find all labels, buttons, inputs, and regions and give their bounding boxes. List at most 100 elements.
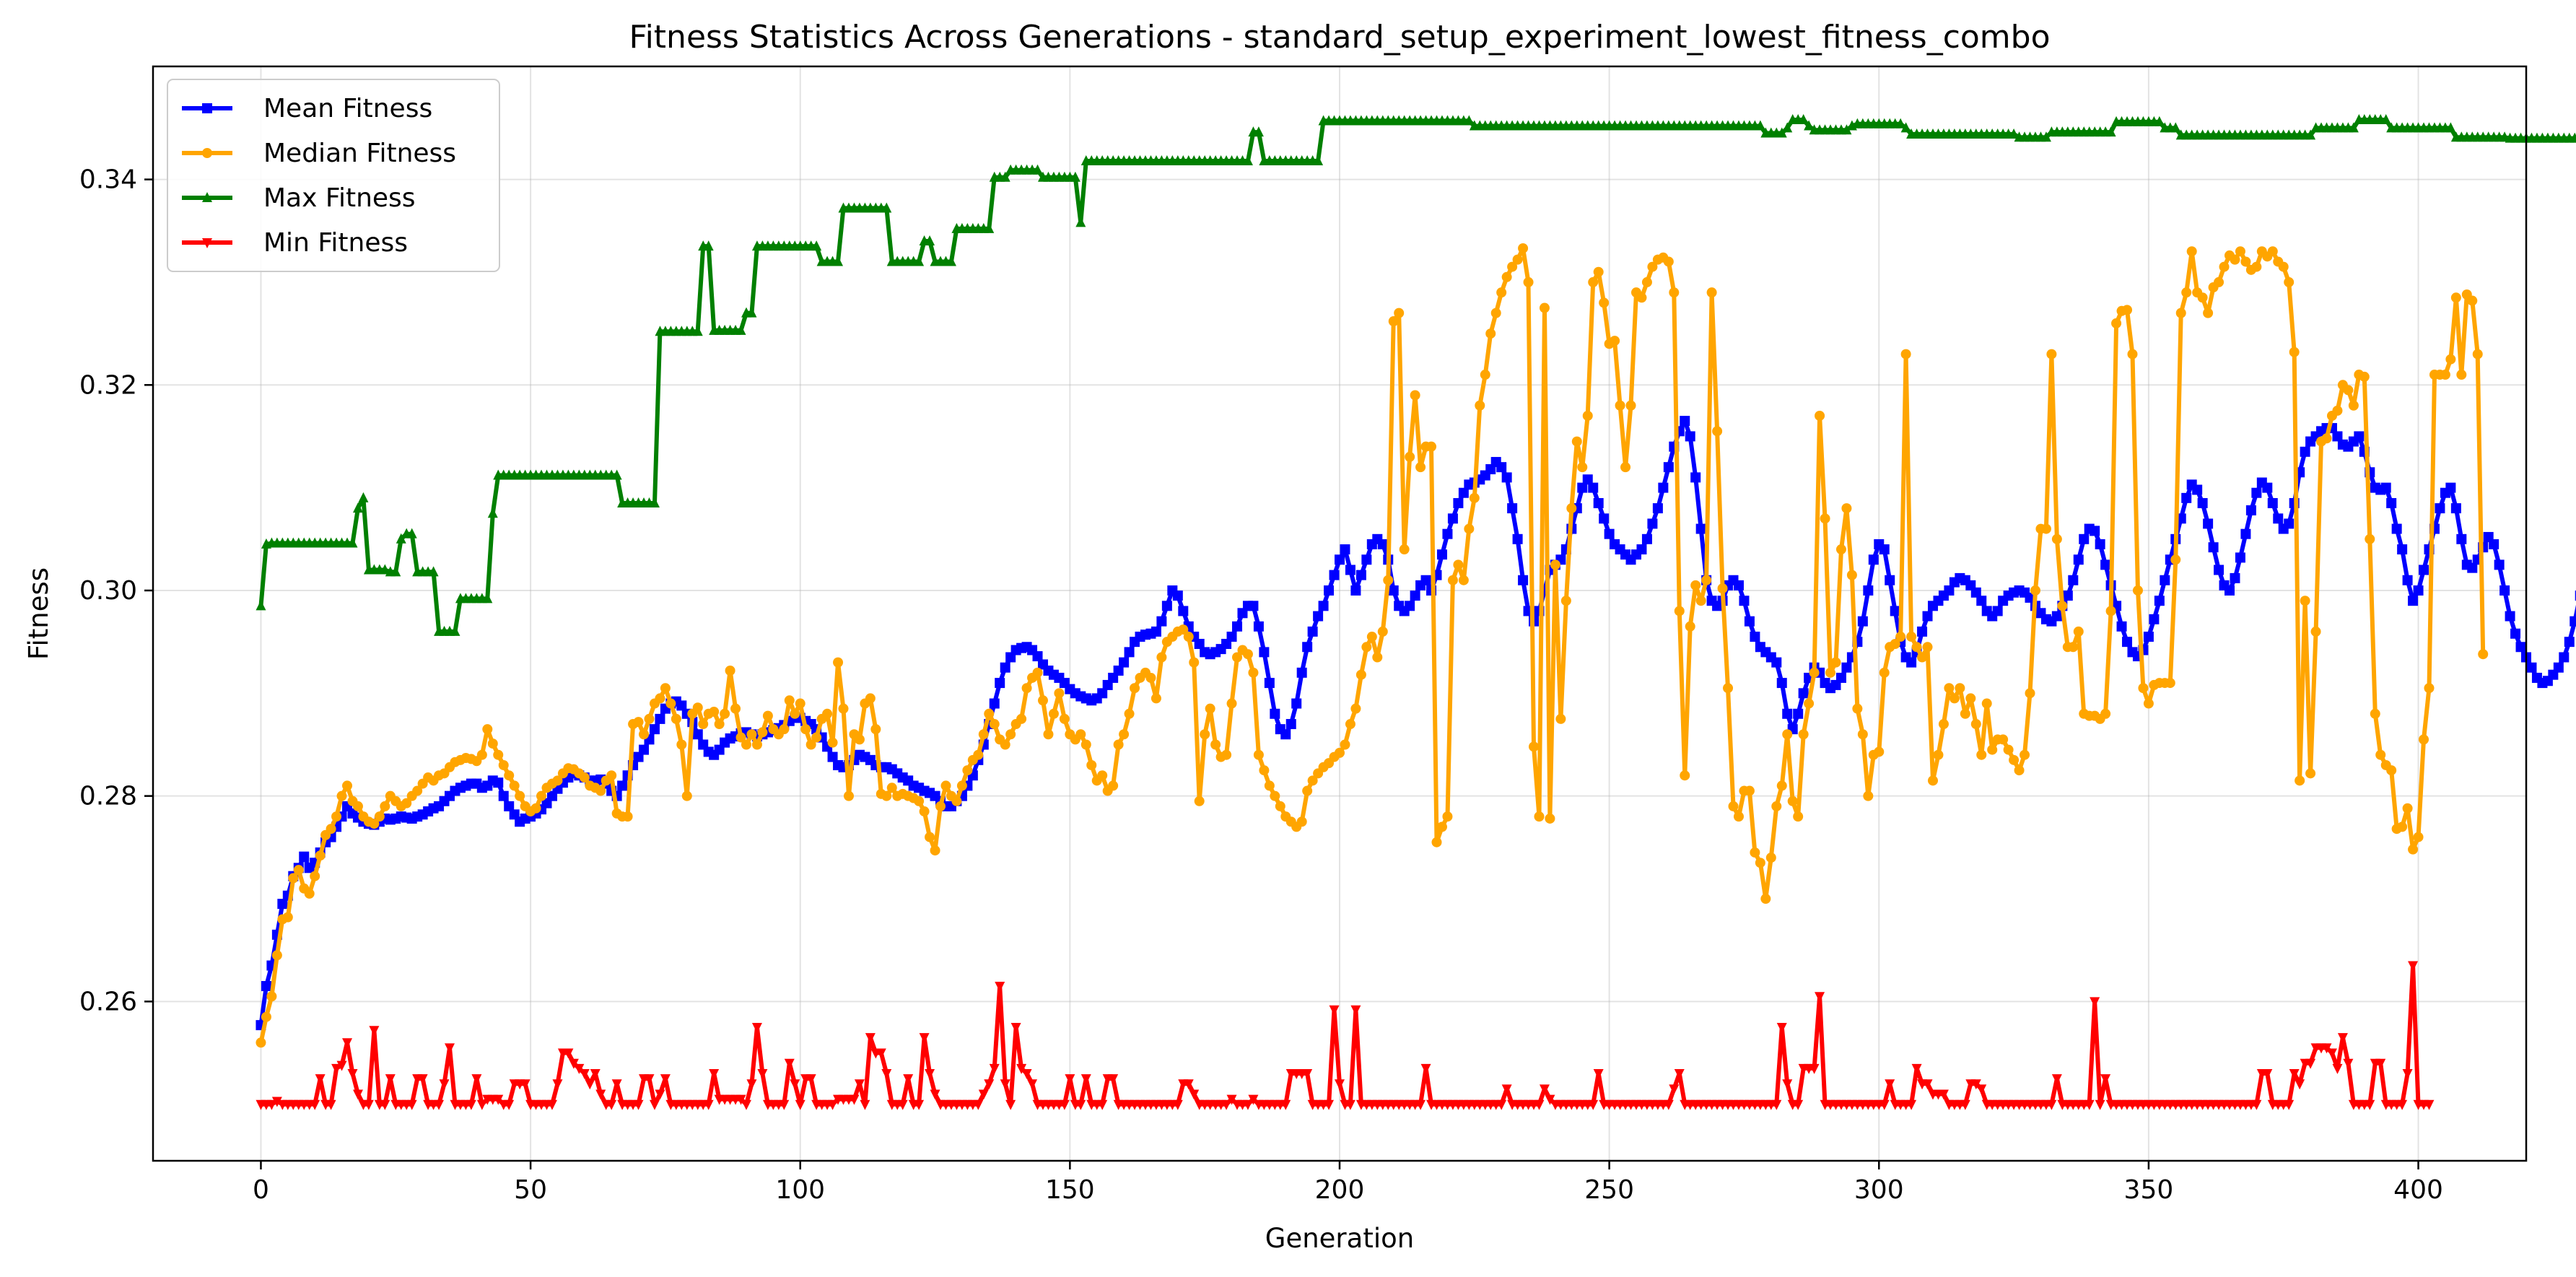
data-point (2397, 821, 2408, 832)
data-point (2138, 683, 2149, 694)
data-point (595, 785, 606, 796)
data-point (1345, 1099, 1355, 1110)
data-point (1410, 590, 1420, 601)
data-point (509, 780, 520, 791)
data-point (1944, 683, 1955, 694)
data-point (1625, 400, 1636, 411)
data-point (2160, 575, 2170, 585)
data-point (1604, 528, 1615, 539)
data-point (1965, 693, 1976, 704)
data-point (2278, 261, 2289, 272)
data-point (1960, 708, 1970, 719)
data-point (1005, 729, 1016, 740)
data-point (1776, 1022, 1787, 1033)
data-point (854, 1079, 865, 1090)
data-point (2424, 683, 2435, 694)
data-point (1841, 503, 1852, 514)
data-point (1815, 410, 1825, 421)
data-point (903, 1074, 914, 1085)
data-point (984, 708, 995, 719)
data-point (2245, 505, 2256, 515)
data-point (2122, 305, 2133, 315)
data-point (919, 806, 930, 817)
data-point (1960, 1099, 1970, 1110)
data-point (914, 796, 925, 806)
data-point (622, 811, 633, 822)
data-point (2456, 533, 2467, 544)
data-point (1599, 513, 1610, 524)
data-point (1054, 688, 1065, 699)
data-point (1890, 638, 1900, 649)
data-point (396, 533, 406, 544)
data-point (1172, 590, 1183, 601)
data-point (531, 803, 541, 814)
data-point (2251, 1099, 2262, 1110)
data-point (466, 1099, 476, 1110)
data-point (2073, 626, 2084, 637)
data-point (611, 469, 622, 480)
data-point (930, 845, 940, 856)
data-point (595, 1089, 606, 1100)
data-point (1086, 759, 1097, 770)
data-point (2370, 708, 2380, 719)
data-point (2149, 614, 2160, 624)
data-point (849, 1094, 860, 1105)
data-point (2040, 523, 2051, 534)
data-point (1075, 729, 1086, 740)
data-point (2273, 513, 2284, 524)
data-point (2116, 621, 2127, 632)
data-point (2564, 637, 2575, 648)
data-point (1760, 894, 1771, 905)
data-point (476, 1099, 487, 1110)
data-point (660, 1074, 671, 1085)
legend-item: Mean Fitness (182, 94, 432, 123)
legend-label: Mean Fitness (263, 94, 432, 123)
x-tick-label: 150 (1045, 1175, 1095, 1205)
data-point (2391, 523, 2402, 534)
data-point (2553, 662, 2564, 673)
data-point (2197, 292, 2208, 303)
data-point (1458, 575, 1469, 585)
data-point (2413, 832, 2424, 842)
data-point (1302, 642, 1313, 653)
data-point (2100, 559, 2111, 570)
data-point (1032, 651, 1043, 662)
data-point (2111, 318, 2122, 328)
data-point (2380, 114, 2391, 125)
data-point (1010, 1022, 1021, 1033)
data-point (2251, 261, 2262, 272)
data-point (2386, 765, 2397, 776)
data-point (1793, 1099, 1804, 1110)
data-point (1329, 1005, 1340, 1016)
data-point (692, 702, 703, 713)
data-point (2100, 708, 2111, 719)
data-point (2079, 533, 2090, 544)
data-point (1728, 801, 1739, 811)
data-point (487, 507, 498, 518)
data-point (1663, 256, 1674, 267)
data-point (692, 326, 703, 336)
data-point (2219, 261, 2230, 272)
data-point (2494, 559, 2505, 570)
data-point (1340, 544, 1350, 555)
data-point (1857, 616, 1868, 627)
data-point (2499, 585, 2510, 596)
data-point (1539, 1084, 1550, 1095)
data-point (1280, 1099, 1291, 1110)
data-point (1070, 171, 1080, 182)
data-point (1151, 626, 1161, 637)
data-point (1108, 780, 1119, 791)
data-point (1911, 642, 1922, 653)
data-point (703, 1099, 714, 1110)
data-point (1641, 276, 1652, 287)
data-point (2100, 1074, 2111, 1085)
data-point (995, 678, 1005, 689)
data-point (1744, 785, 1755, 796)
data-point (1329, 570, 1340, 580)
data-point (1000, 739, 1010, 750)
data-point (380, 564, 390, 575)
data-point (1765, 853, 1776, 863)
x-tick-label: 200 (1315, 1175, 1365, 1205)
data-point (1464, 115, 1475, 126)
